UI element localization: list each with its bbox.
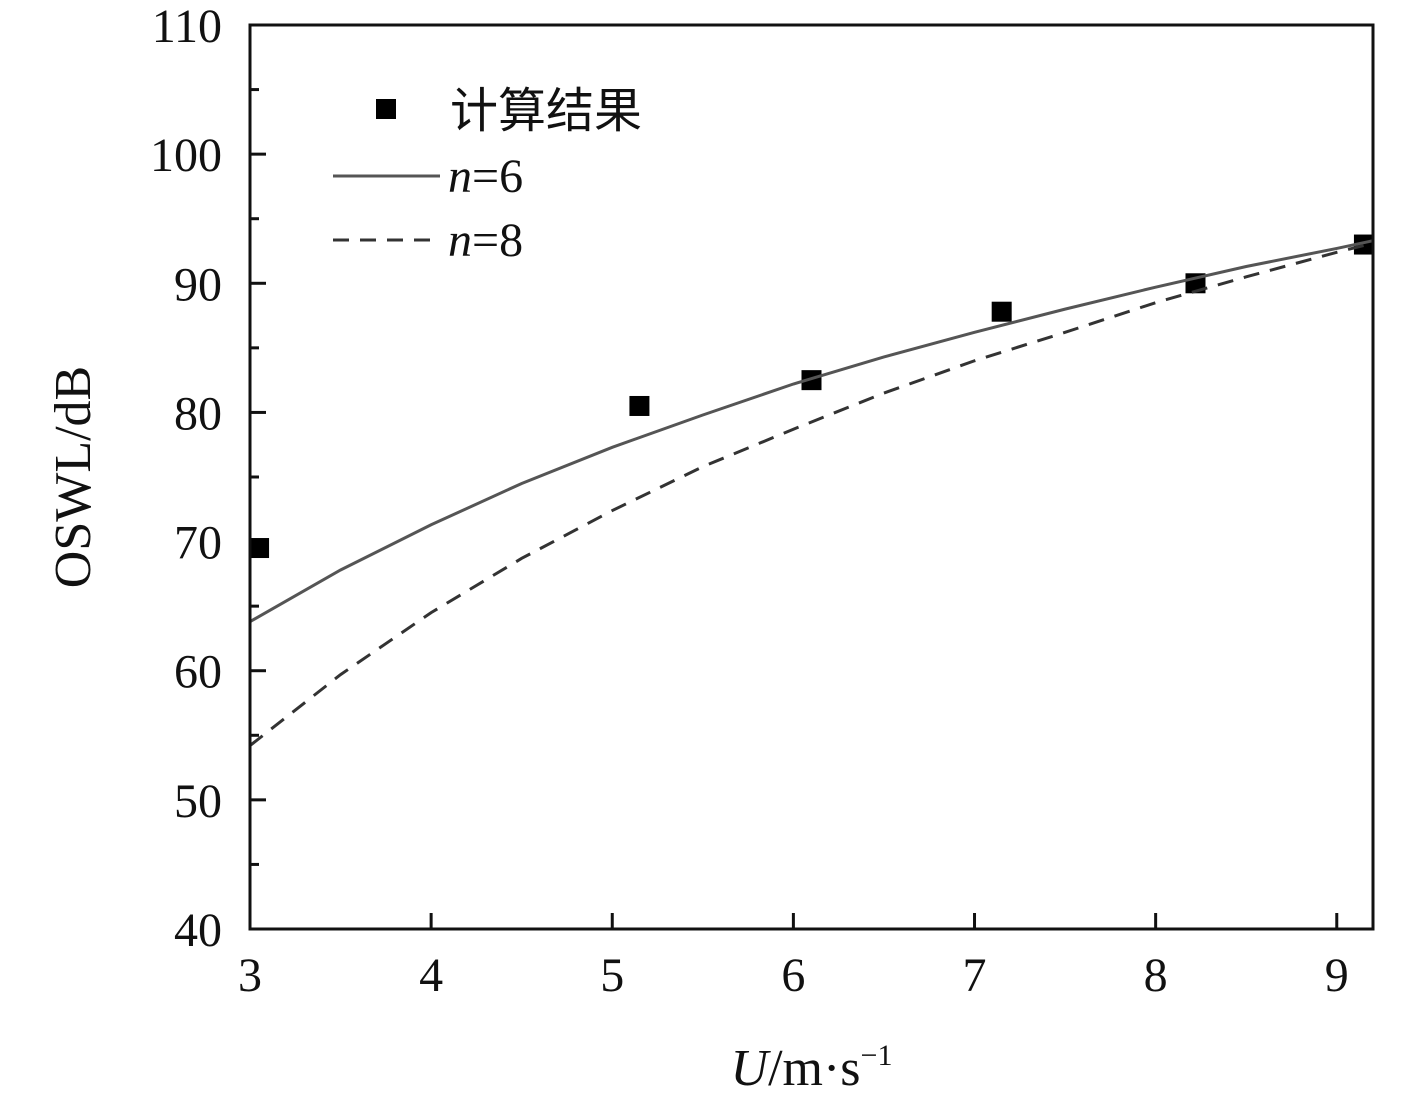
y-tick-label: 100 [150, 129, 222, 182]
legend-label: 计算结果 [450, 83, 642, 139]
legend-label-var: n [448, 214, 472, 267]
series-line-2 [249, 241, 1374, 747]
x-tick-label: 3 [238, 949, 262, 1002]
y-axis-title: OSWL/dB [45, 366, 102, 588]
x-axis-unit: /m·s [768, 1040, 860, 1097]
data-point-marker [629, 395, 650, 416]
legend-label-value: =6 [472, 150, 523, 203]
y-tick-label: 80 [174, 387, 222, 440]
x-axis-var: U [731, 1040, 772, 1097]
x-tick-label: 6 [781, 949, 805, 1002]
x-axis-exponent: −1 [861, 1039, 893, 1072]
y-tick-label: 40 [174, 904, 222, 957]
series-layer [249, 234, 1374, 747]
legend-label-var: n [448, 150, 472, 203]
y-tick-label: 60 [174, 646, 222, 699]
legend-label: n=6 [448, 150, 523, 203]
legend-label: n=8 [448, 214, 523, 267]
data-point-marker [991, 301, 1012, 322]
y-tick-label: 70 [174, 517, 222, 570]
x-tick-label: 7 [963, 949, 987, 1002]
x-tick-label: 4 [419, 949, 443, 1002]
x-tick-label: 8 [1144, 949, 1168, 1002]
x-tick-label: 5 [600, 949, 624, 1002]
ticks-layer: 3 4 5 6 7 8 9 40 50 60 70 80 90 100 110 [150, 0, 1349, 1002]
x-tick-label: 9 [1325, 949, 1349, 1002]
y-tick-label: 110 [152, 0, 222, 53]
legend-marker-square [376, 99, 396, 119]
legend-label-value: =8 [472, 214, 523, 267]
x-axis-title: U/m·s−1 [731, 1039, 893, 1097]
y-tick-label: 90 [174, 258, 222, 311]
data-point-marker [1353, 234, 1374, 255]
plot-frame [248, 23, 1375, 931]
series-line-1 [249, 239, 1374, 623]
data-point-marker [249, 538, 270, 559]
y-tick-label: 50 [174, 775, 222, 828]
